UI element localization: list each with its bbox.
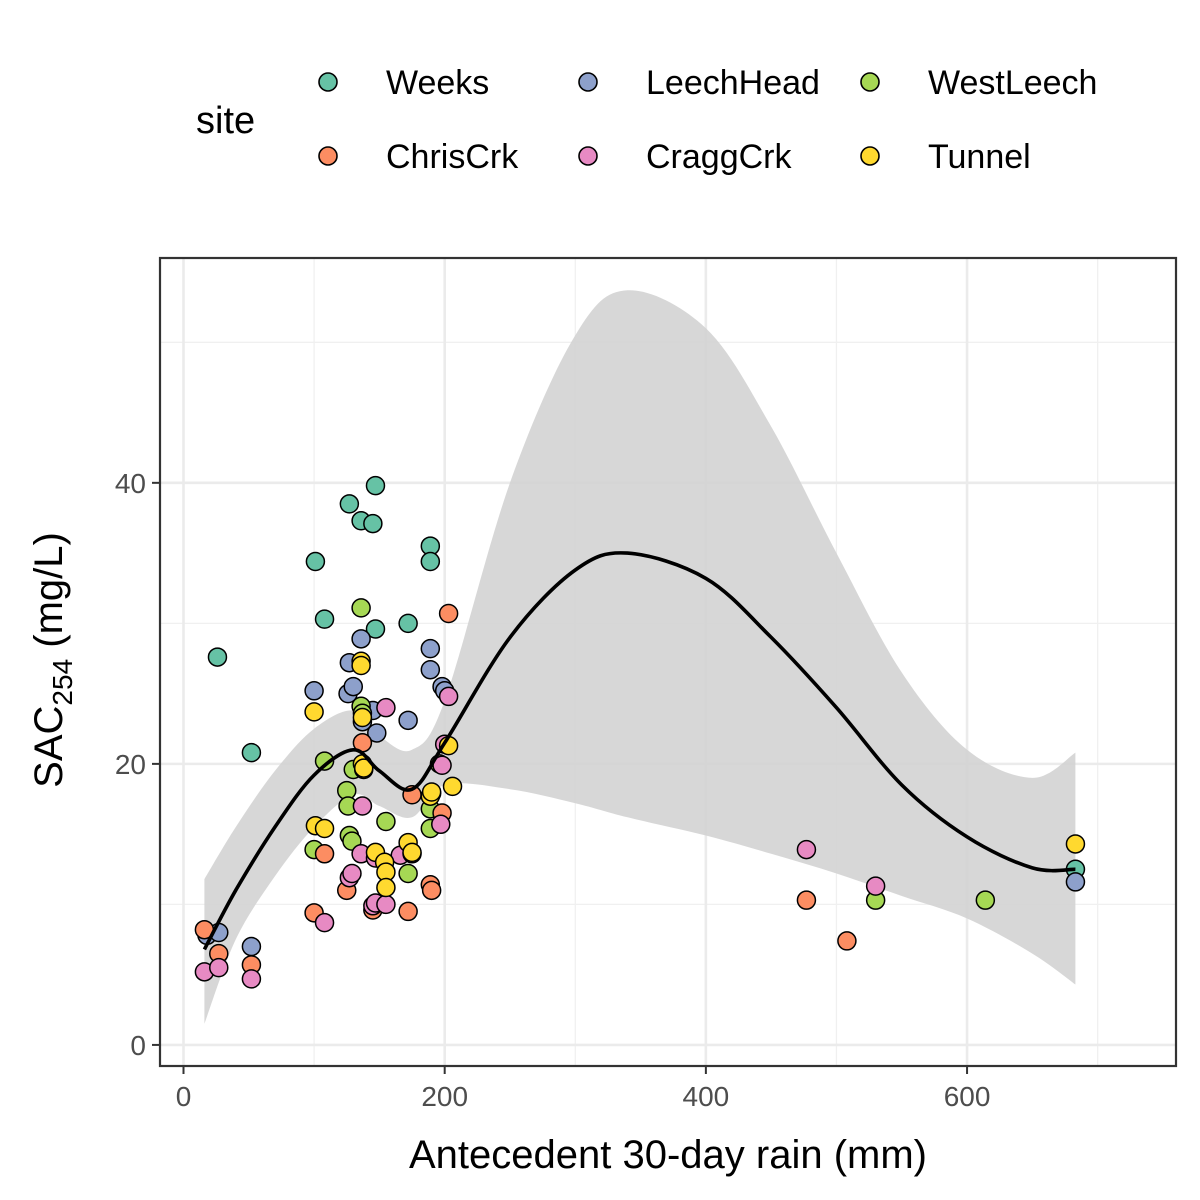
point-weeks <box>398 613 418 634</box>
point-craggcrk <box>438 686 459 707</box>
point-chriscrk <box>421 880 442 901</box>
point-craggcrk <box>431 814 451 835</box>
point-tunnel <box>442 776 463 797</box>
plot-panel <box>158 256 1178 1068</box>
point-westleech <box>398 863 418 884</box>
legend-key-tunnel <box>860 146 880 166</box>
point-craggcrk <box>796 839 817 860</box>
point-leechhead <box>343 676 364 697</box>
x-tick-label: 0 <box>176 1081 192 1112</box>
point-weeks <box>305 551 326 572</box>
y-tick-label: 40 <box>115 468 146 499</box>
point-craggcrk <box>376 894 396 915</box>
y-axis-title-unit: (mg/L) <box>27 532 71 659</box>
point-weeks <box>420 551 441 572</box>
legend-label-tunnel: Tunnel <box>928 138 1031 176</box>
point-leechhead <box>304 681 324 701</box>
y-tick-label: 20 <box>115 749 146 780</box>
legend-label-westleech: WestLeech <box>928 64 1097 102</box>
legend-title: site <box>196 100 255 142</box>
point-tunnel <box>352 707 373 728</box>
point-craggcrk <box>241 969 262 989</box>
legend-label-leechhead: LeechHead <box>646 64 820 102</box>
point-craggcrk <box>352 796 373 816</box>
point-craggcrk <box>314 912 335 933</box>
legend-key-leechhead <box>578 72 598 92</box>
point-chriscrk <box>398 901 418 922</box>
y-tick-label: 0 <box>130 1030 146 1061</box>
x-tick-label: 200 <box>421 1081 468 1112</box>
legend: site Weeks LeechHead WestLeech ChrisCrk Crag… <box>196 64 1097 176</box>
legend-key-chriscrk <box>318 146 338 166</box>
smooth-curve-layer <box>202 551 1076 951</box>
point-tunnel <box>402 842 422 863</box>
point-leechhead <box>1065 872 1086 892</box>
point-leechhead <box>420 659 441 680</box>
point-weeks <box>207 647 228 667</box>
y-axis-title: SAC254 (mg/L) <box>27 532 78 788</box>
legend-label-chriscrk: ChrisCrk <box>386 138 519 176</box>
point-westleech <box>975 890 996 910</box>
y-axis-title-main: SAC <box>27 706 71 788</box>
confidence-band-layer <box>204 290 1076 1024</box>
point-weeks <box>339 494 360 514</box>
point-tunnel <box>314 818 335 839</box>
point-chriscrk <box>438 603 459 624</box>
point-chriscrk <box>796 890 817 910</box>
point-craggcrk <box>342 863 362 884</box>
legend-label-weeks: Weeks <box>386 64 489 102</box>
x-tick-label: 600 <box>944 1081 991 1112</box>
point-westleech <box>376 811 396 832</box>
data-points-layer <box>194 475 1086 989</box>
point-tunnel <box>304 702 324 722</box>
legend-label-craggcrk: CraggCrk <box>646 138 792 176</box>
point-weeks <box>365 475 386 496</box>
point-weeks <box>365 619 386 639</box>
point-westleech <box>351 598 371 618</box>
point-weeks <box>314 609 335 629</box>
point-tunnel <box>421 782 442 802</box>
panel-border <box>158 256 1178 1068</box>
legend-key-craggcrk <box>578 146 598 166</box>
point-leechhead <box>241 936 262 957</box>
legend-key-westleech <box>860 72 880 92</box>
point-craggcrk <box>209 957 229 978</box>
point-leechhead <box>420 638 441 659</box>
axes: 0 200 400 600 0 20 40 <box>115 468 991 1112</box>
x-tick-label: 400 <box>683 1081 730 1112</box>
smooth-curve <box>202 551 1076 951</box>
point-westleech <box>314 751 335 771</box>
point-craggcrk <box>865 876 886 896</box>
x-axis-title: Antecedent 30-day rain (mm) <box>409 1133 927 1177</box>
point-tunnel <box>376 877 396 898</box>
point-chriscrk <box>837 931 857 951</box>
point-weeks <box>363 513 383 534</box>
point-weeks <box>241 742 262 763</box>
point-leechhead <box>351 629 371 649</box>
point-chriscrk <box>314 844 335 864</box>
point-leechhead <box>398 710 418 731</box>
y-axis-title-subscript: 254 <box>47 659 78 706</box>
legend-key-weeks <box>318 72 338 92</box>
point-leechhead <box>367 723 387 743</box>
point-tunnel <box>353 758 374 778</box>
confidence-band <box>204 290 1076 1024</box>
point-tunnel <box>351 655 371 676</box>
point-craggcrk <box>376 697 396 718</box>
point-tunnel <box>1065 834 1086 854</box>
